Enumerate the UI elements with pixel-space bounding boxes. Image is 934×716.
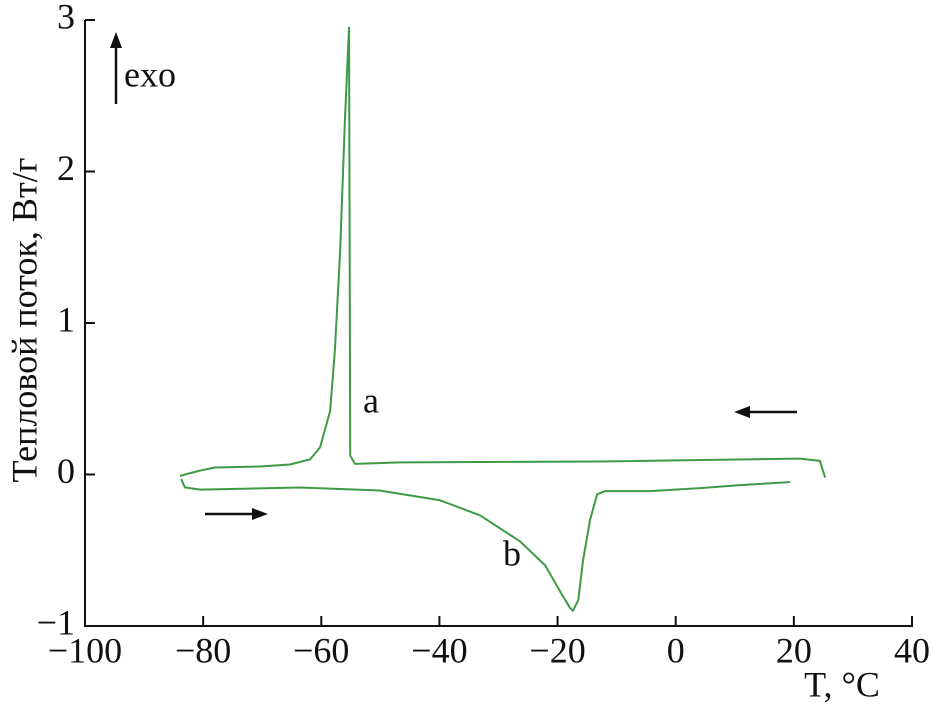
y-tick-label: 0 — [57, 451, 75, 491]
y-axis-label: Тепловой поток, Вт/г — [4, 158, 44, 483]
annotation: b — [503, 533, 521, 573]
x-tick-label: −40 — [411, 630, 467, 670]
x-tick-label: −100 — [48, 630, 122, 670]
arrows — [110, 32, 797, 520]
x-tick-label: −20 — [529, 630, 585, 670]
x-tick-label: 0 — [667, 630, 685, 670]
y-tick-label: 3 — [57, 0, 75, 36]
annotation: a — [363, 380, 379, 420]
series-line — [180, 478, 791, 612]
x-tick-label: −60 — [293, 630, 349, 670]
x-tick-label: −80 — [175, 630, 231, 670]
annotation: exo — [124, 54, 176, 94]
y-tick-label: 1 — [57, 299, 75, 339]
y-tick-label: 2 — [57, 148, 75, 188]
axes — [84, 20, 913, 627]
x-axis-label: T, °C — [804, 664, 880, 704]
x-tick-label: 20 — [776, 630, 812, 670]
series-line — [179, 26, 827, 478]
x-tick-label: 40 — [894, 630, 930, 670]
y-tick-label: −1 — [37, 602, 75, 642]
